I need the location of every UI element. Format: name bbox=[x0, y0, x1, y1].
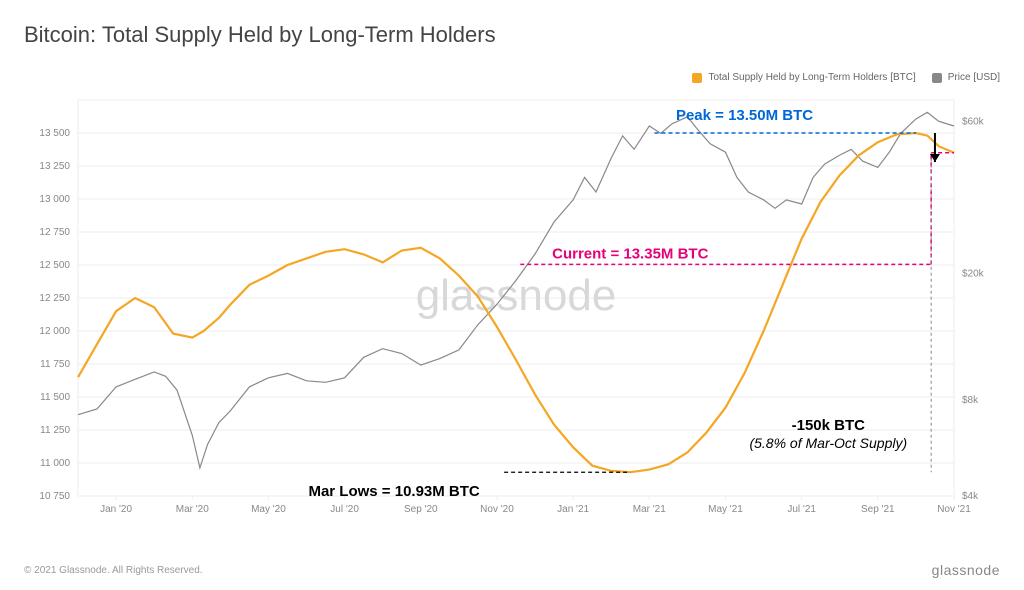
legend-item-supply: Total Supply Held by Long-Term Holders [… bbox=[692, 72, 915, 83]
svg-text:May '20: May '20 bbox=[251, 504, 286, 515]
svg-text:$8k: $8k bbox=[962, 395, 979, 406]
svg-text:Jul '20: Jul '20 bbox=[330, 504, 359, 515]
legend-label-price: Price [USD] bbox=[948, 72, 1000, 83]
svg-text:$20k: $20k bbox=[962, 268, 985, 279]
annotation-delta-2: (5.8% of Mar-Oct Supply) bbox=[749, 435, 907, 451]
svg-text:11 750: 11 750 bbox=[40, 359, 70, 370]
svg-text:13 000: 13 000 bbox=[39, 194, 70, 205]
svg-text:12 750: 12 750 bbox=[39, 227, 70, 238]
svg-text:13 250: 13 250 bbox=[39, 161, 70, 172]
svg-text:10 750: 10 750 bbox=[39, 491, 70, 502]
annotation-current: Current = 13.35M BTC bbox=[552, 245, 708, 262]
annotation-peak: Peak = 13.50M BTC bbox=[676, 107, 813, 124]
svg-text:glassnode: glassnode bbox=[416, 271, 617, 320]
svg-text:$60k: $60k bbox=[962, 116, 985, 127]
svg-text:$4k: $4k bbox=[962, 491, 979, 502]
svg-text:Sep '20: Sep '20 bbox=[404, 504, 438, 515]
svg-text:11 250: 11 250 bbox=[40, 425, 70, 436]
svg-text:11 500: 11 500 bbox=[40, 392, 70, 403]
annotation-delta-1: -150k BTC bbox=[792, 417, 866, 434]
chart-title: Bitcoin: Total Supply Held by Long-Term … bbox=[24, 22, 496, 48]
svg-text:Jan '21: Jan '21 bbox=[557, 504, 589, 515]
svg-text:Mar '20: Mar '20 bbox=[176, 504, 209, 515]
svg-text:Jul '21: Jul '21 bbox=[787, 504, 816, 515]
svg-text:Nov '20: Nov '20 bbox=[480, 504, 514, 515]
legend: Total Supply Held by Long-Term Holders [… bbox=[692, 72, 1000, 83]
svg-text:11 000: 11 000 bbox=[40, 458, 70, 469]
chart-svg: 10 750 11 000 11 250 11 500 11 750 12 000 12 2… bbox=[24, 90, 1000, 530]
legend-item-price: Price [USD] bbox=[932, 72, 1000, 83]
svg-text:May '21: May '21 bbox=[708, 504, 743, 515]
chart-area: 10 750 11 000 11 250 11 500 11 750 12 000 12 2… bbox=[24, 90, 1000, 530]
svg-text:Jan '20: Jan '20 bbox=[100, 504, 132, 515]
legend-label-supply: Total Supply Held by Long-Term Holders [… bbox=[708, 72, 915, 83]
svg-text:12 250: 12 250 bbox=[39, 293, 70, 304]
svg-text:12 000: 12 000 bbox=[39, 326, 70, 337]
svg-text:12 500: 12 500 bbox=[39, 260, 70, 271]
brand-logo: glassnode bbox=[932, 562, 1000, 578]
svg-text:Sep '21: Sep '21 bbox=[861, 504, 895, 515]
legend-swatch-price bbox=[932, 73, 942, 83]
svg-text:Nov '21: Nov '21 bbox=[937, 504, 971, 515]
legend-swatch-supply bbox=[692, 73, 702, 83]
svg-text:Mar '21: Mar '21 bbox=[633, 504, 666, 515]
copyright: © 2021 Glassnode. All Rights Reserved. bbox=[24, 565, 203, 576]
annotation-marlows: Mar Lows = 10.93M BTC bbox=[308, 483, 479, 500]
svg-text:13 500: 13 500 bbox=[39, 128, 70, 139]
